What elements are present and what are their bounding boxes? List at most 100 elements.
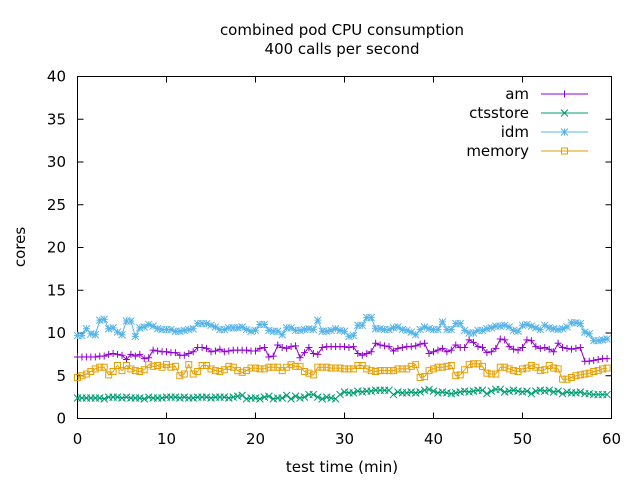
data-point-ctsstore [313,393,322,401]
data-point-idm [460,326,469,335]
data-point-memory [492,370,500,378]
data-point-memory [300,367,308,375]
data-point-memory [185,361,193,369]
data-point-idm [469,329,478,337]
data-point-memory [225,362,233,370]
data-point-memory [567,373,575,381]
data-point-am [292,342,300,350]
data-point-idm [340,327,349,336]
data-point-am [136,350,144,358]
data-point-am [274,341,282,349]
data-point-idm [514,327,522,336]
y-tick-label: 35 [47,110,66,128]
data-point-am [283,344,291,352]
data-point-idm [256,320,264,329]
data-point-memory [412,361,420,369]
data-point-idm [247,327,255,336]
data-point-idm [238,323,247,331]
data-point-memory [287,361,295,369]
x-tick-label: 30 [335,430,354,448]
data-point-idm [367,313,376,322]
data-point-memory [434,363,442,371]
data-point-am [163,348,170,356]
data-point-am [523,336,531,344]
data-point-idm [211,323,220,331]
data-point-ctsstore [558,389,567,398]
data-point-am [318,344,326,352]
data-point-memory [314,363,322,371]
y-tick-label: 0 [56,410,66,428]
data-point-idm [269,327,278,336]
data-point-memory [176,372,184,380]
data-point-ctsstore [278,394,287,402]
x-tick-label: 50 [513,430,532,448]
y-tick-label: 25 [47,196,66,214]
data-point-am [421,339,429,347]
data-point-memory [376,367,384,375]
data-point-memory [421,373,429,381]
data-point-memory [171,362,179,370]
data-point-am [461,344,469,352]
series-layer [73,313,611,403]
data-point-memory [91,365,99,373]
data-point-idm [500,321,509,330]
y-tick-label: 10 [47,324,66,342]
data-point-am [385,343,393,351]
data-point-memory [501,363,509,371]
data-point-memory [381,367,389,375]
data-point-idm [576,319,585,328]
data-point-am [363,350,371,358]
data-point-idm [158,325,166,334]
legend-swatch-marker [560,109,569,117]
data-point-memory [78,372,86,380]
data-point-memory [590,367,598,375]
data-point-idm [429,325,438,334]
data-point-idm [175,327,184,336]
data-point-memory [354,361,362,369]
data-point-ctsstore [603,390,611,399]
data-point-idm [331,324,340,333]
data-point-idm [86,330,95,338]
data-point-am [309,350,317,358]
data-point-am [118,351,126,359]
data-point-idm [273,327,282,336]
data-point-am [594,356,602,364]
data-point-idm [220,325,229,334]
data-point-memory [576,371,584,379]
data-point-am [265,353,273,361]
data-point-memory [447,361,455,369]
data-point-am [358,351,366,359]
data-point-memory [318,363,326,371]
data-point-idm [411,330,420,339]
y-axis-label: cores [11,227,29,267]
data-point-idm [487,324,496,332]
data-point-memory [394,365,402,373]
data-point-idm [523,320,531,329]
data-point-memory [483,369,491,377]
data-point-idm [531,324,540,332]
data-point-ctsstore [523,387,531,395]
data-point-am [603,355,611,363]
data-point-idm [327,326,336,335]
data-point-idm [278,330,287,339]
data-point-idm [353,321,362,330]
data-point-am [532,343,540,351]
data-point-ctsstore [282,391,291,400]
data-point-idm [282,324,291,332]
data-point-idm [229,324,238,332]
y-tick-label: 5 [56,367,66,385]
data-point-memory [309,371,317,379]
legend-swatch-marker [561,147,568,155]
data-point-memory [563,375,571,383]
data-point-memory [211,367,219,375]
data-point-idm [91,330,100,339]
data-point-am [563,344,571,352]
data-point-idm [296,326,304,335]
data-point-am [122,356,130,364]
data-point-am [434,346,442,354]
data-point-am [381,342,389,350]
x-tick-label: 10 [157,430,176,448]
data-point-memory [527,361,535,369]
data-point-memory [269,363,277,371]
data-point-memory [505,365,513,373]
